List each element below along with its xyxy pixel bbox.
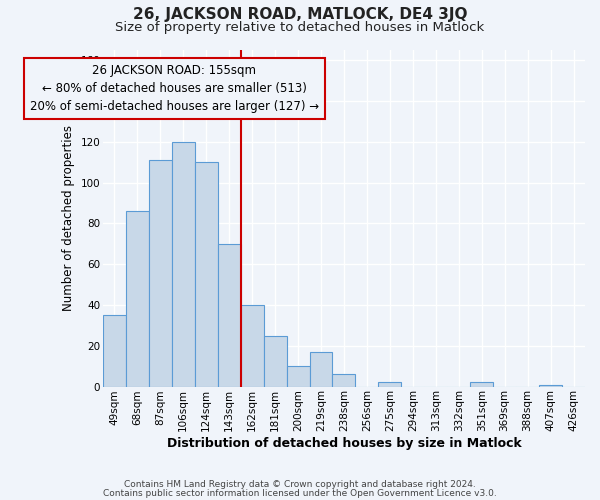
Y-axis label: Number of detached properties: Number of detached properties — [62, 126, 75, 312]
Bar — [241, 305, 263, 386]
Bar — [103, 315, 126, 386]
Bar — [263, 336, 287, 386]
Text: Contains public sector information licensed under the Open Government Licence v3: Contains public sector information licen… — [103, 489, 497, 498]
Text: Contains HM Land Registry data © Crown copyright and database right 2024.: Contains HM Land Registry data © Crown c… — [124, 480, 476, 489]
Text: 26, JACKSON ROAD, MATLOCK, DE4 3JQ: 26, JACKSON ROAD, MATLOCK, DE4 3JQ — [133, 8, 467, 22]
Bar — [218, 244, 241, 386]
Bar — [310, 352, 332, 386]
Bar — [126, 211, 149, 386]
Bar — [379, 382, 401, 386]
Bar — [332, 374, 355, 386]
Bar — [172, 142, 195, 386]
Bar — [287, 366, 310, 386]
Bar — [539, 384, 562, 386]
X-axis label: Distribution of detached houses by size in Matlock: Distribution of detached houses by size … — [167, 437, 521, 450]
Text: 26 JACKSON ROAD: 155sqm
← 80% of detached houses are smaller (513)
20% of semi-d: 26 JACKSON ROAD: 155sqm ← 80% of detache… — [29, 64, 319, 114]
Bar — [149, 160, 172, 386]
Text: Size of property relative to detached houses in Matlock: Size of property relative to detached ho… — [115, 21, 485, 34]
Bar — [470, 382, 493, 386]
Bar — [195, 162, 218, 386]
